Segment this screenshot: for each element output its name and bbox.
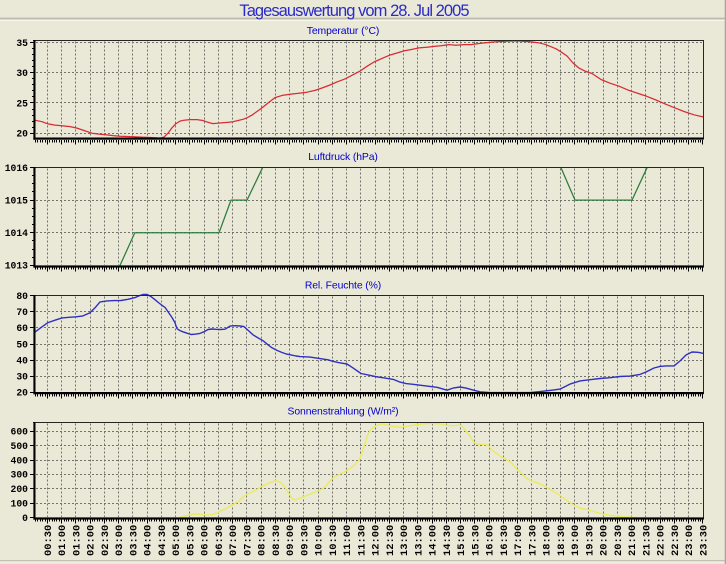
svg-text:400: 400 [11, 455, 29, 466]
svg-text:09:00: 09:00 [285, 525, 297, 556]
svg-text:20: 20 [16, 387, 28, 398]
svg-text:13:30: 13:30 [413, 525, 425, 556]
svg-text:06:00: 06:00 [200, 525, 212, 556]
svg-text:11:00: 11:00 [342, 525, 354, 556]
svg-text:Tagesauswertung vom 28. Jul 20: Tagesauswertung vom 28. Jul 2005 [239, 2, 469, 20]
svg-text:09:30: 09:30 [299, 525, 311, 556]
svg-text:18:30: 18:30 [556, 525, 568, 556]
svg-text:30: 30 [16, 371, 28, 382]
svg-text:07:30: 07:30 [242, 525, 254, 556]
svg-text:16:00: 16:00 [485, 525, 497, 556]
svg-text:Temperatur (°C): Temperatur (°C) [307, 26, 380, 37]
svg-text:20:00: 20:00 [599, 525, 611, 556]
svg-text:13:00: 13:00 [399, 525, 411, 556]
svg-text:30: 30 [16, 68, 28, 79]
svg-text:25: 25 [16, 98, 28, 109]
svg-text:04:00: 04:00 [143, 525, 155, 556]
svg-text:23:00: 23:00 [684, 525, 696, 556]
svg-text:17:00: 17:00 [513, 525, 525, 556]
svg-text:35: 35 [16, 38, 28, 49]
svg-text:00:30: 00:30 [43, 525, 55, 556]
svg-text:10:30: 10:30 [328, 525, 340, 556]
svg-text:10:00: 10:00 [314, 525, 326, 556]
svg-text:20:30: 20:30 [613, 525, 625, 556]
svg-text:05:30: 05:30 [185, 525, 197, 556]
svg-text:07:00: 07:00 [228, 525, 240, 556]
svg-text:200: 200 [11, 484, 29, 495]
svg-text:40: 40 [16, 355, 28, 366]
svg-text:15:30: 15:30 [470, 525, 482, 556]
svg-text:01:30: 01:30 [71, 525, 83, 556]
svg-text:1015: 1015 [5, 195, 28, 206]
svg-text:21:00: 21:00 [627, 525, 639, 556]
svg-text:1016: 1016 [5, 163, 28, 174]
svg-text:19:30: 19:30 [584, 525, 596, 556]
svg-text:14:30: 14:30 [442, 525, 454, 556]
svg-text:11:30: 11:30 [356, 525, 368, 556]
svg-text:60: 60 [16, 323, 28, 334]
svg-text:04:30: 04:30 [157, 525, 169, 556]
svg-text:21:30: 21:30 [641, 525, 653, 556]
svg-text:08:00: 08:00 [257, 525, 269, 556]
svg-text:02:00: 02:00 [86, 525, 98, 556]
svg-text:300: 300 [11, 470, 29, 481]
svg-text:05:00: 05:00 [171, 525, 183, 556]
svg-text:0: 0 [22, 513, 28, 524]
svg-text:70: 70 [16, 307, 28, 318]
svg-text:06:30: 06:30 [214, 525, 226, 556]
svg-text:15:00: 15:00 [456, 525, 468, 556]
svg-text:100: 100 [11, 498, 29, 509]
svg-text:50: 50 [16, 339, 28, 350]
svg-text:18:00: 18:00 [542, 525, 554, 556]
svg-text:1013: 1013 [5, 261, 28, 272]
svg-text:12:30: 12:30 [385, 525, 397, 556]
svg-text:20: 20 [16, 129, 28, 140]
svg-text:600: 600 [11, 427, 29, 438]
svg-text:16:30: 16:30 [499, 525, 511, 556]
svg-text:22:00: 22:00 [656, 525, 668, 556]
svg-text:03:00: 03:00 [114, 525, 126, 556]
svg-text:22:30: 22:30 [670, 525, 682, 556]
svg-text:Rel. Feuchte (%): Rel. Feuchte (%) [305, 281, 381, 292]
svg-text:03:30: 03:30 [128, 525, 140, 556]
svg-text:14:00: 14:00 [428, 525, 440, 556]
svg-text:500: 500 [11, 441, 29, 452]
svg-text:Sonnenstrahlung (W/m²): Sonnenstrahlung (W/m²) [288, 407, 399, 418]
svg-text:12:00: 12:00 [371, 525, 383, 556]
svg-text:Luftdruck (hPa): Luftdruck (hPa) [308, 152, 378, 163]
svg-text:17:30: 17:30 [527, 525, 539, 556]
svg-text:19:00: 19:00 [570, 525, 582, 556]
svg-text:08:30: 08:30 [271, 525, 283, 556]
svg-text:80: 80 [16, 291, 28, 302]
svg-text:1014: 1014 [5, 228, 28, 239]
svg-text:01:00: 01:00 [57, 525, 69, 556]
svg-text:02:30: 02:30 [100, 525, 112, 556]
svg-text:23:30: 23:30 [698, 525, 710, 556]
